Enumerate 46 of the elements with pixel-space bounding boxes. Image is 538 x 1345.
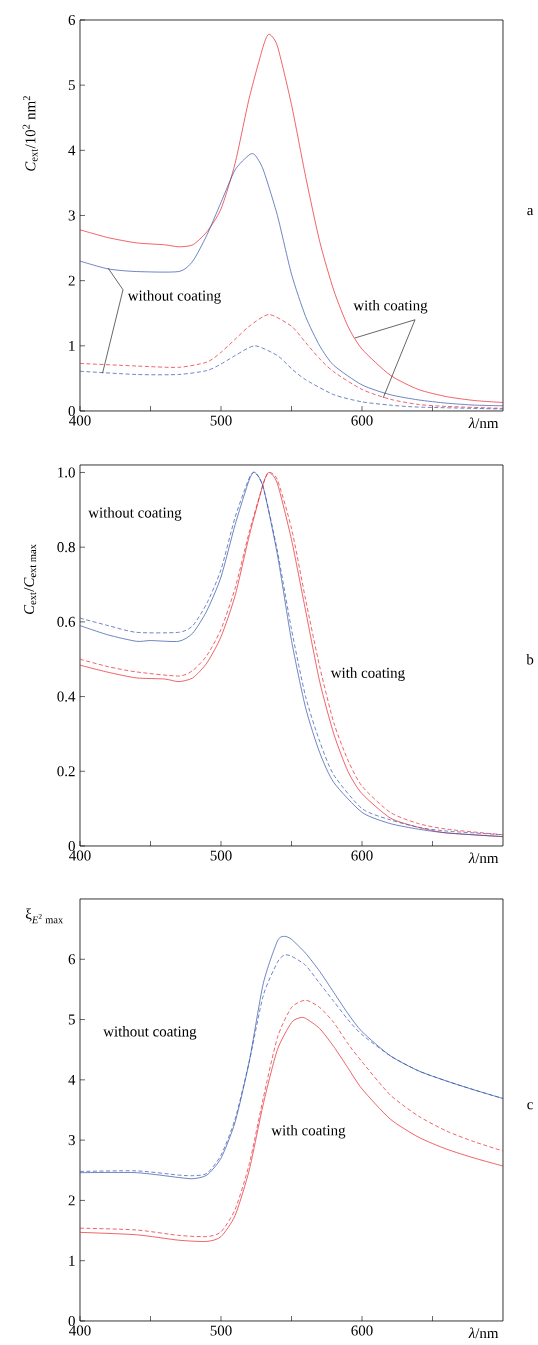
y-tick-label: 6	[68, 14, 76, 25]
x-tick-label: 600	[351, 415, 373, 426]
annotation: without coating	[88, 507, 182, 521]
annotation: with coating	[353, 299, 428, 314]
y-tick-label: 1.0	[58, 467, 75, 478]
x-tick-label: 600	[351, 1325, 373, 1336]
y-tick-label: 0.6	[57, 616, 76, 627]
x-tick-label: 500	[210, 1325, 232, 1336]
y-tick-label: 5	[68, 80, 75, 91]
y-tick-label: 2	[68, 1195, 75, 1206]
text: c	[527, 1102, 533, 1110]
y-tick-label: 1	[69, 1255, 75, 1266]
text: a	[527, 207, 534, 216]
annotation: with coating	[330, 667, 405, 681]
x-axis-title: λ/nm	[468, 1327, 499, 1339]
y-tick-label: 3	[68, 1135, 75, 1146]
annotation: without coating	[127, 290, 221, 304]
y-tick-label: 0	[68, 405, 75, 417]
x-tick-label: 500	[210, 850, 232, 861]
line-series	[79, 33, 504, 403]
y-tick-label: 1	[69, 340, 75, 351]
x-tick-label: 400	[69, 1325, 91, 1336]
y-tick-label: 2	[68, 275, 75, 286]
y-tick-label: 3	[68, 210, 75, 221]
y-tick-label: 0	[68, 840, 75, 852]
x-tick-label: 400	[69, 850, 91, 861]
line-series	[79, 154, 504, 407]
y-tick-label: 4	[68, 1074, 76, 1085]
y-axis-title: $\textit{C}_{\text{ext}}\text{/10}^{\text{2}}\text{ nm}^{\text{2}}$	[22, 96, 38, 171]
x-axis-title: λ/nm	[468, 852, 499, 864]
y-axis-title: $\textit{C}_{\text{ext}}\text{/}\textit{C}_{\text{ext max}}$	[24, 544, 37, 615]
x-tick-label: 600	[351, 850, 373, 861]
y-tick-label: 0	[68, 1315, 75, 1327]
y-tick-label: 0.2	[57, 766, 75, 777]
y-tick-label: 4	[68, 145, 76, 156]
x-tick-label: 500	[210, 415, 232, 426]
x-tick-label: 400	[69, 415, 91, 426]
y-axis-title: $\text{ξ}_{\textit{E}^{\text{2}}\text{ max}}$	[25, 908, 64, 924]
y-tick-label: 6	[68, 954, 76, 965]
y-tick-label: 0.4	[57, 691, 76, 702]
text: b	[526, 654, 534, 665]
y-tick-label: 0.8	[57, 542, 75, 553]
x-axis-title: λ/nm	[468, 417, 499, 429]
y-tick-label: 5	[68, 1014, 75, 1025]
annotation: without coating	[103, 1026, 197, 1040]
annotation: with coating	[271, 1124, 346, 1139]
